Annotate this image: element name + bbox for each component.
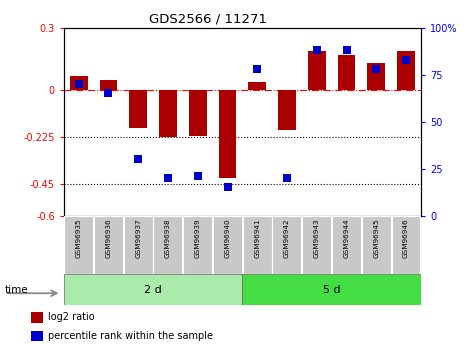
Point [283,175,291,181]
Bar [129,90,147,128]
Point [134,157,142,162]
Point [403,57,410,62]
Text: GSM96938: GSM96938 [165,218,171,258]
Bar [64,274,243,305]
Text: GSM96946: GSM96946 [403,218,409,258]
Point [313,47,321,53]
Bar [272,216,301,274]
Text: GSM96942: GSM96942 [284,218,290,258]
Point [105,91,112,96]
Bar [248,82,266,90]
Bar [278,90,296,130]
Text: GSM96945: GSM96945 [373,218,379,258]
Bar [338,55,356,90]
Text: percentile rank within the sample: percentile rank within the sample [48,331,213,341]
Text: GSM96940: GSM96940 [225,218,230,258]
Text: GSM96943: GSM96943 [314,218,320,258]
Text: GSM96944: GSM96944 [343,218,350,258]
Point [343,47,350,53]
Point [224,185,231,190]
Bar [362,216,391,274]
Bar [99,80,117,90]
Bar [153,216,182,274]
Bar [70,76,88,90]
Bar [397,51,415,90]
Text: GSM96936: GSM96936 [105,218,112,258]
Bar [183,216,212,274]
Point [373,66,380,72]
Point [194,174,201,179]
Bar [302,216,331,274]
Bar [243,216,272,274]
Text: GSM96937: GSM96937 [135,218,141,258]
Bar [243,274,421,305]
Bar [308,51,326,90]
Bar [159,90,177,137]
Bar [213,216,242,274]
Point [254,66,261,72]
Point [75,81,82,87]
Bar [64,216,93,274]
Bar [368,63,385,90]
Bar [392,216,420,274]
Text: 5 d: 5 d [323,285,341,295]
Bar [94,216,123,274]
Bar [189,90,207,136]
Point [164,175,172,181]
Bar [332,216,361,274]
Text: GSM96941: GSM96941 [254,218,260,258]
Bar [31,313,43,323]
Bar [219,90,236,178]
Text: GDS2566 / 11271: GDS2566 / 11271 [149,12,267,25]
Bar [123,216,152,274]
Text: 2 d: 2 d [144,285,162,295]
Text: time: time [5,286,28,295]
Text: GSM96935: GSM96935 [76,218,82,258]
Bar [31,331,43,342]
Text: log2 ratio: log2 ratio [48,313,95,323]
Text: GSM96939: GSM96939 [195,218,201,258]
